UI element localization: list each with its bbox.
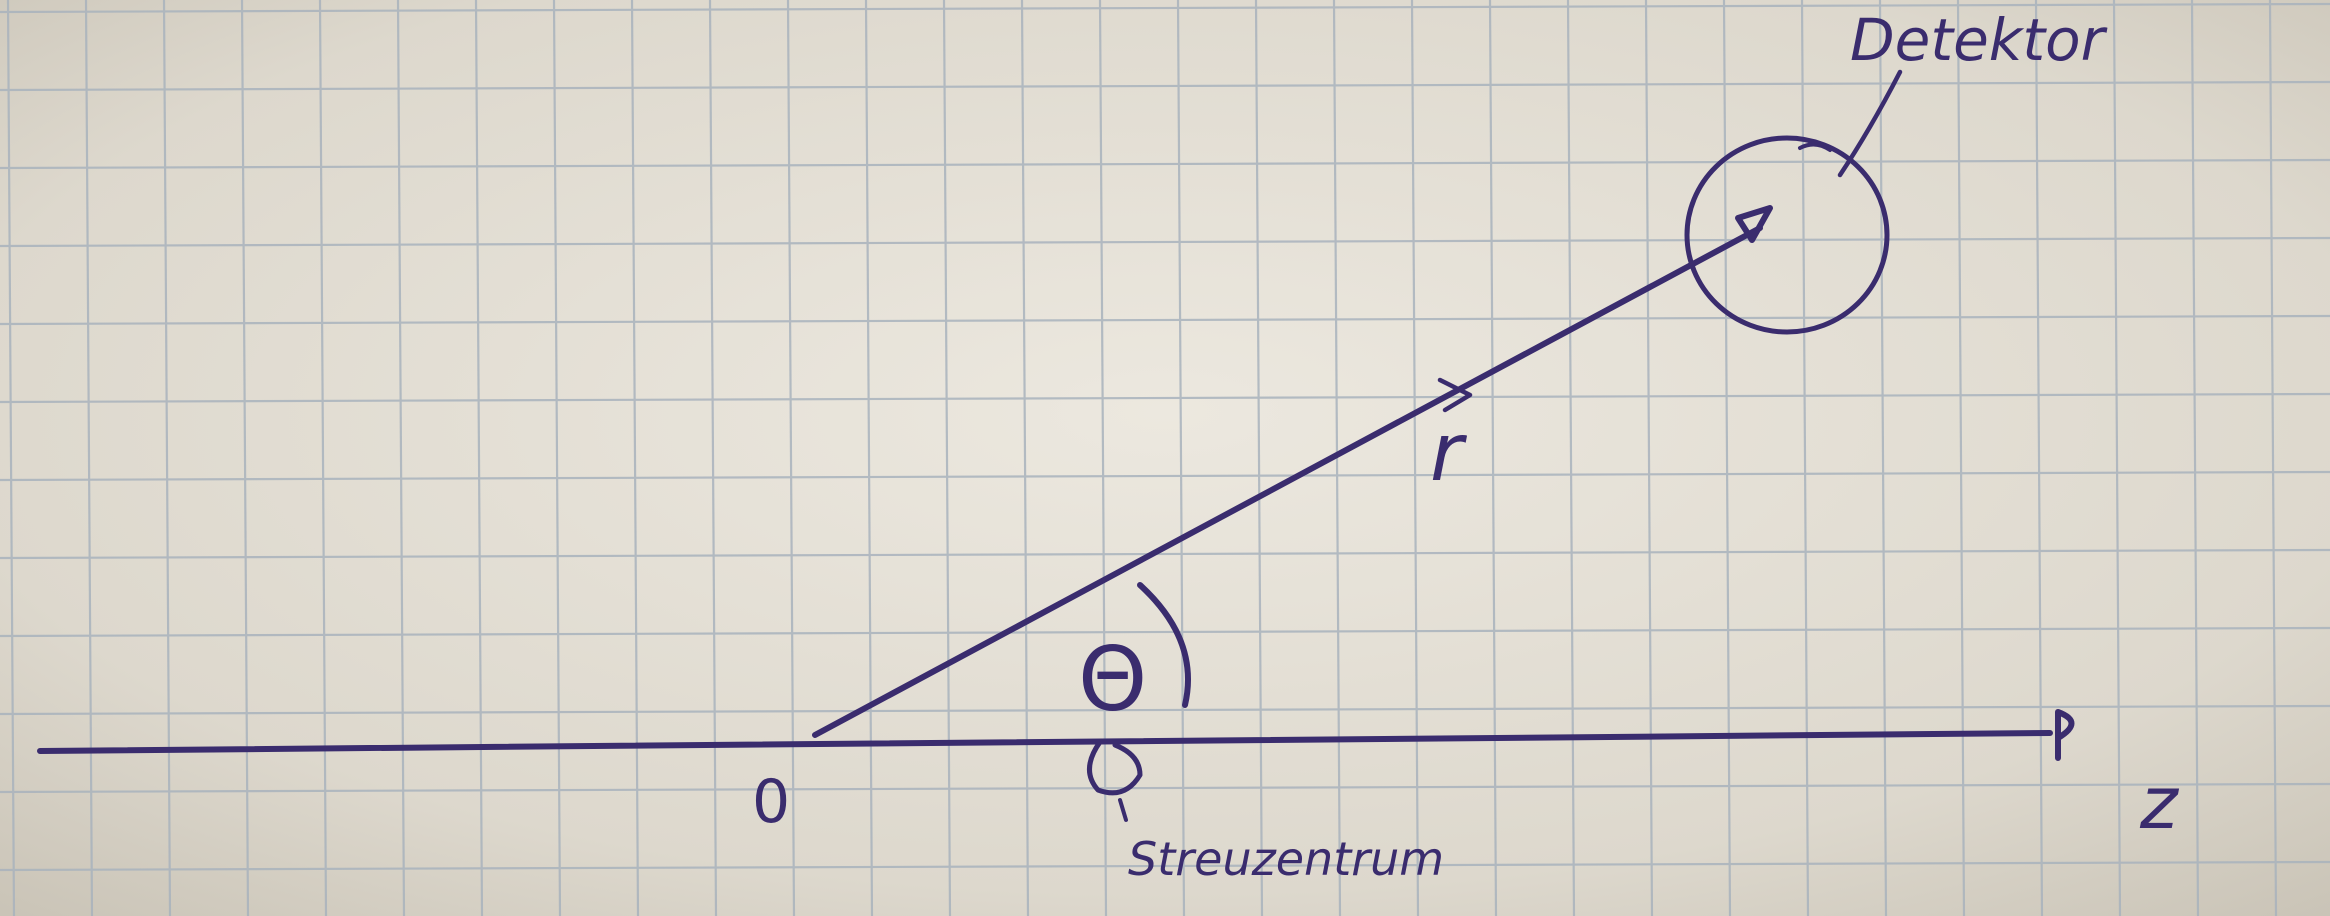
grid-line-vertical — [1020, 0, 1030, 916]
grid-line-vertical — [6, 0, 16, 916]
grid-line-horizontal — [0, 314, 2330, 326]
vector-r-label: r — [1430, 406, 1468, 499]
grid-line-horizontal — [0, 782, 2330, 794]
grid-line-vertical — [1410, 0, 1420, 916]
grid-line-horizontal — [0, 80, 2330, 92]
grid-line-vertical — [162, 0, 172, 916]
z-axis-line — [37, 730, 2053, 754]
grid-line-vertical — [1722, 0, 1732, 916]
detector-circle — [1684, 135, 1890, 335]
scattering-center-tick — [1118, 798, 1128, 822]
grid-line-vertical — [318, 0, 328, 916]
theta-angle-arc — [1137, 582, 1191, 708]
grid-line-vertical — [1176, 0, 1186, 916]
grid-line-horizontal — [0, 158, 2330, 170]
detector-label: Detektor — [1850, 6, 2108, 74]
grid-line-vertical — [2190, 0, 2200, 916]
vector-r-line — [812, 225, 1763, 738]
grid-line-vertical — [2268, 0, 2278, 916]
scattering-center-label: Streuzentrum — [1128, 832, 1444, 886]
grid-line-vertical — [396, 0, 406, 916]
z-axis-arrowhead — [2055, 709, 2075, 761]
grid-line-horizontal — [0, 236, 2330, 248]
detector-leader-line — [1837, 69, 1903, 178]
grid-line-vertical — [864, 0, 874, 916]
grid-line-vertical — [552, 0, 562, 916]
grid-line-horizontal — [0, 626, 2330, 638]
grid-line-vertical — [630, 0, 640, 916]
grid-line-vertical — [1098, 0, 1108, 916]
origin-label: 0 — [752, 767, 790, 837]
grid-line-vertical — [240, 0, 250, 916]
grid-line-vertical — [1956, 0, 1966, 916]
z-axis-label: z — [2139, 761, 2180, 845]
grid-line-vertical — [1566, 0, 1576, 916]
grid-line-vertical — [708, 0, 718, 916]
grid-line-vertical — [1254, 0, 1264, 916]
grid-line-horizontal — [0, 2, 2330, 14]
scattering-center-marker — [1087, 739, 1143, 796]
detector-mark — [1798, 142, 1832, 152]
grid-line-horizontal — [0, 548, 2330, 560]
grid-line-vertical — [2034, 0, 2044, 916]
grid-line-horizontal — [0, 392, 2330, 404]
grid-line-vertical — [474, 0, 484, 916]
grid-line-vertical — [1800, 0, 1810, 916]
grid-line-vertical — [1488, 0, 1498, 916]
grid-line-horizontal — [0, 470, 2330, 482]
grid-line-horizontal — [0, 860, 2330, 872]
grid-line-vertical — [1878, 0, 1888, 916]
grid-line-vertical — [84, 0, 94, 916]
grid-line-vertical — [1644, 0, 1654, 916]
theta-label: Θ — [1078, 628, 1147, 731]
grid-line-vertical — [2112, 0, 2122, 916]
vector-arrow-mark — [1437, 377, 1473, 413]
grid-line-vertical — [786, 0, 796, 916]
grid-line-horizontal — [0, 704, 2330, 716]
vector-r-arrowhead — [1735, 205, 1773, 243]
grid-line-vertical — [942, 0, 952, 916]
